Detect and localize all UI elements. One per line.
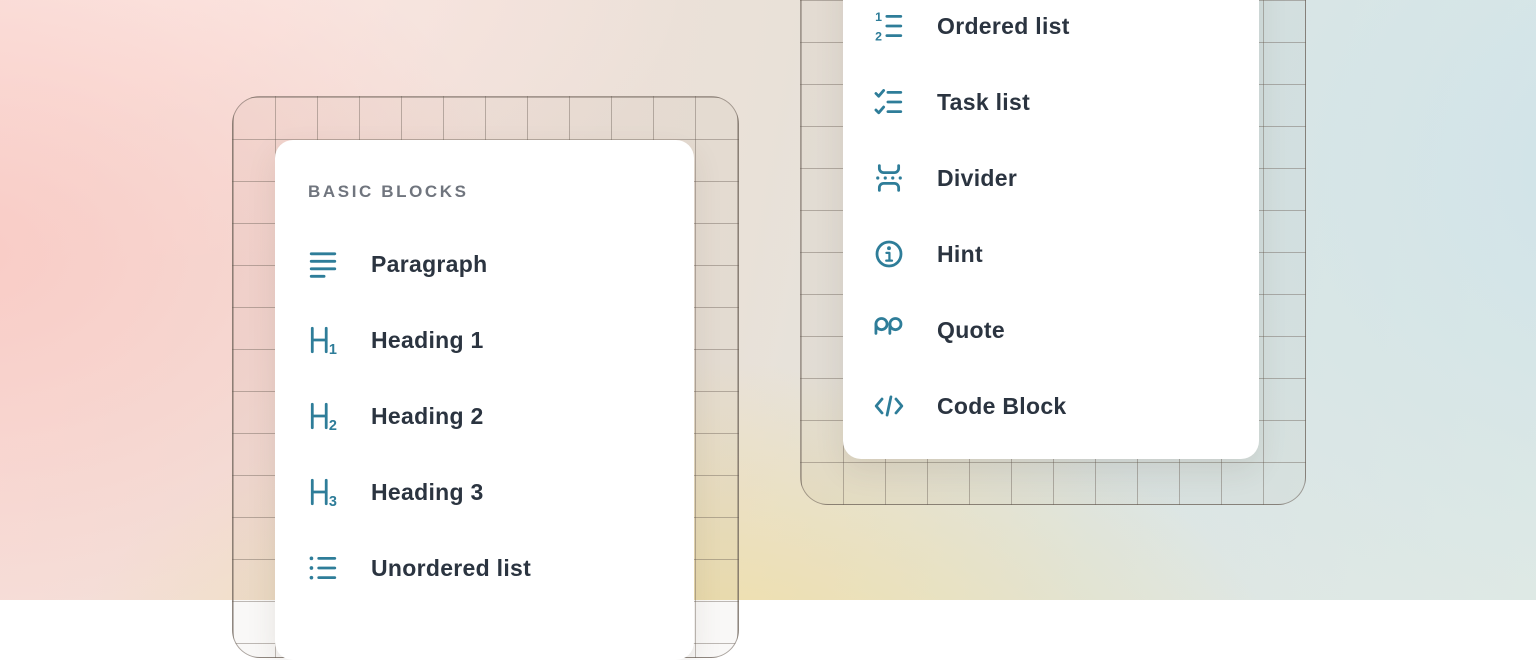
- heading-3-icon: 3: [308, 477, 338, 507]
- task-list-icon: [874, 87, 904, 117]
- menu-item-paragraph[interactable]: Paragraph: [308, 226, 694, 302]
- menu-item-label: Divider: [937, 164, 1018, 191]
- menu-item-quote[interactable]: Quote: [874, 292, 1259, 368]
- menu-item-code-block[interactable]: Code Block: [874, 368, 1259, 444]
- heading-2-icon: 2: [308, 401, 338, 431]
- svg-text:3: 3: [329, 494, 337, 507]
- heading-1-icon: 1: [308, 325, 338, 355]
- menu-item-label: Heading 3: [371, 478, 484, 505]
- menu-item-label: Paragraph: [371, 250, 488, 277]
- basic-blocks-section-label: BASIC BLOCKS: [308, 182, 469, 201]
- menu-item-label: Heading 2: [371, 402, 484, 429]
- unordered-list-icon: [308, 553, 338, 583]
- menu-item-label: Code Block: [937, 392, 1067, 419]
- basic-blocks-menu-card: BASIC BLOCKS Paragraph 1 Heading 1 2 Heading…: [275, 140, 694, 660]
- menu-item-divider[interactable]: Divider: [874, 140, 1259, 216]
- menu-item-label: Ordered list: [937, 12, 1070, 39]
- menu-item-unordered-list[interactable]: Unordered list: [308, 530, 694, 606]
- menu-item-label: Task list: [937, 88, 1031, 115]
- blocks-item-list: 1 2 Ordered list Task list Divider Hint Quote C…: [874, 0, 1259, 444]
- basic-blocks-item-list: Paragraph 1 Heading 1 2 Heading 2 3 Heading 3 U…: [308, 226, 694, 606]
- menu-item-label: Heading 1: [371, 326, 484, 353]
- menu-item-label: Quote: [937, 316, 1005, 343]
- quote-icon: [874, 315, 904, 345]
- menu-item-label: Hint: [937, 240, 983, 267]
- menu-item-heading-1[interactable]: 1 Heading 1: [308, 302, 694, 378]
- menu-item-ordered-list[interactable]: 1 2 Ordered list: [874, 0, 1259, 64]
- svg-text:1: 1: [329, 342, 337, 355]
- divider-icon: [874, 163, 904, 193]
- svg-text:1: 1: [875, 11, 882, 24]
- blocks-menu-continuation-card: 1 2 Ordered list Task list Divider Hint Quote C…: [843, 0, 1259, 459]
- menu-item-heading-3[interactable]: 3 Heading 3: [308, 454, 694, 530]
- menu-item-hint[interactable]: Hint: [874, 216, 1259, 292]
- paragraph-icon: [308, 249, 338, 279]
- code-block-icon: [874, 391, 904, 421]
- menu-item-label: Unordered list: [371, 554, 532, 581]
- hint-icon: [874, 239, 904, 269]
- svg-text:2: 2: [875, 29, 882, 41]
- menu-item-heading-2[interactable]: 2 Heading 2: [308, 378, 694, 454]
- menu-item-task-list[interactable]: Task list: [874, 64, 1259, 140]
- svg-text:2: 2: [329, 418, 337, 431]
